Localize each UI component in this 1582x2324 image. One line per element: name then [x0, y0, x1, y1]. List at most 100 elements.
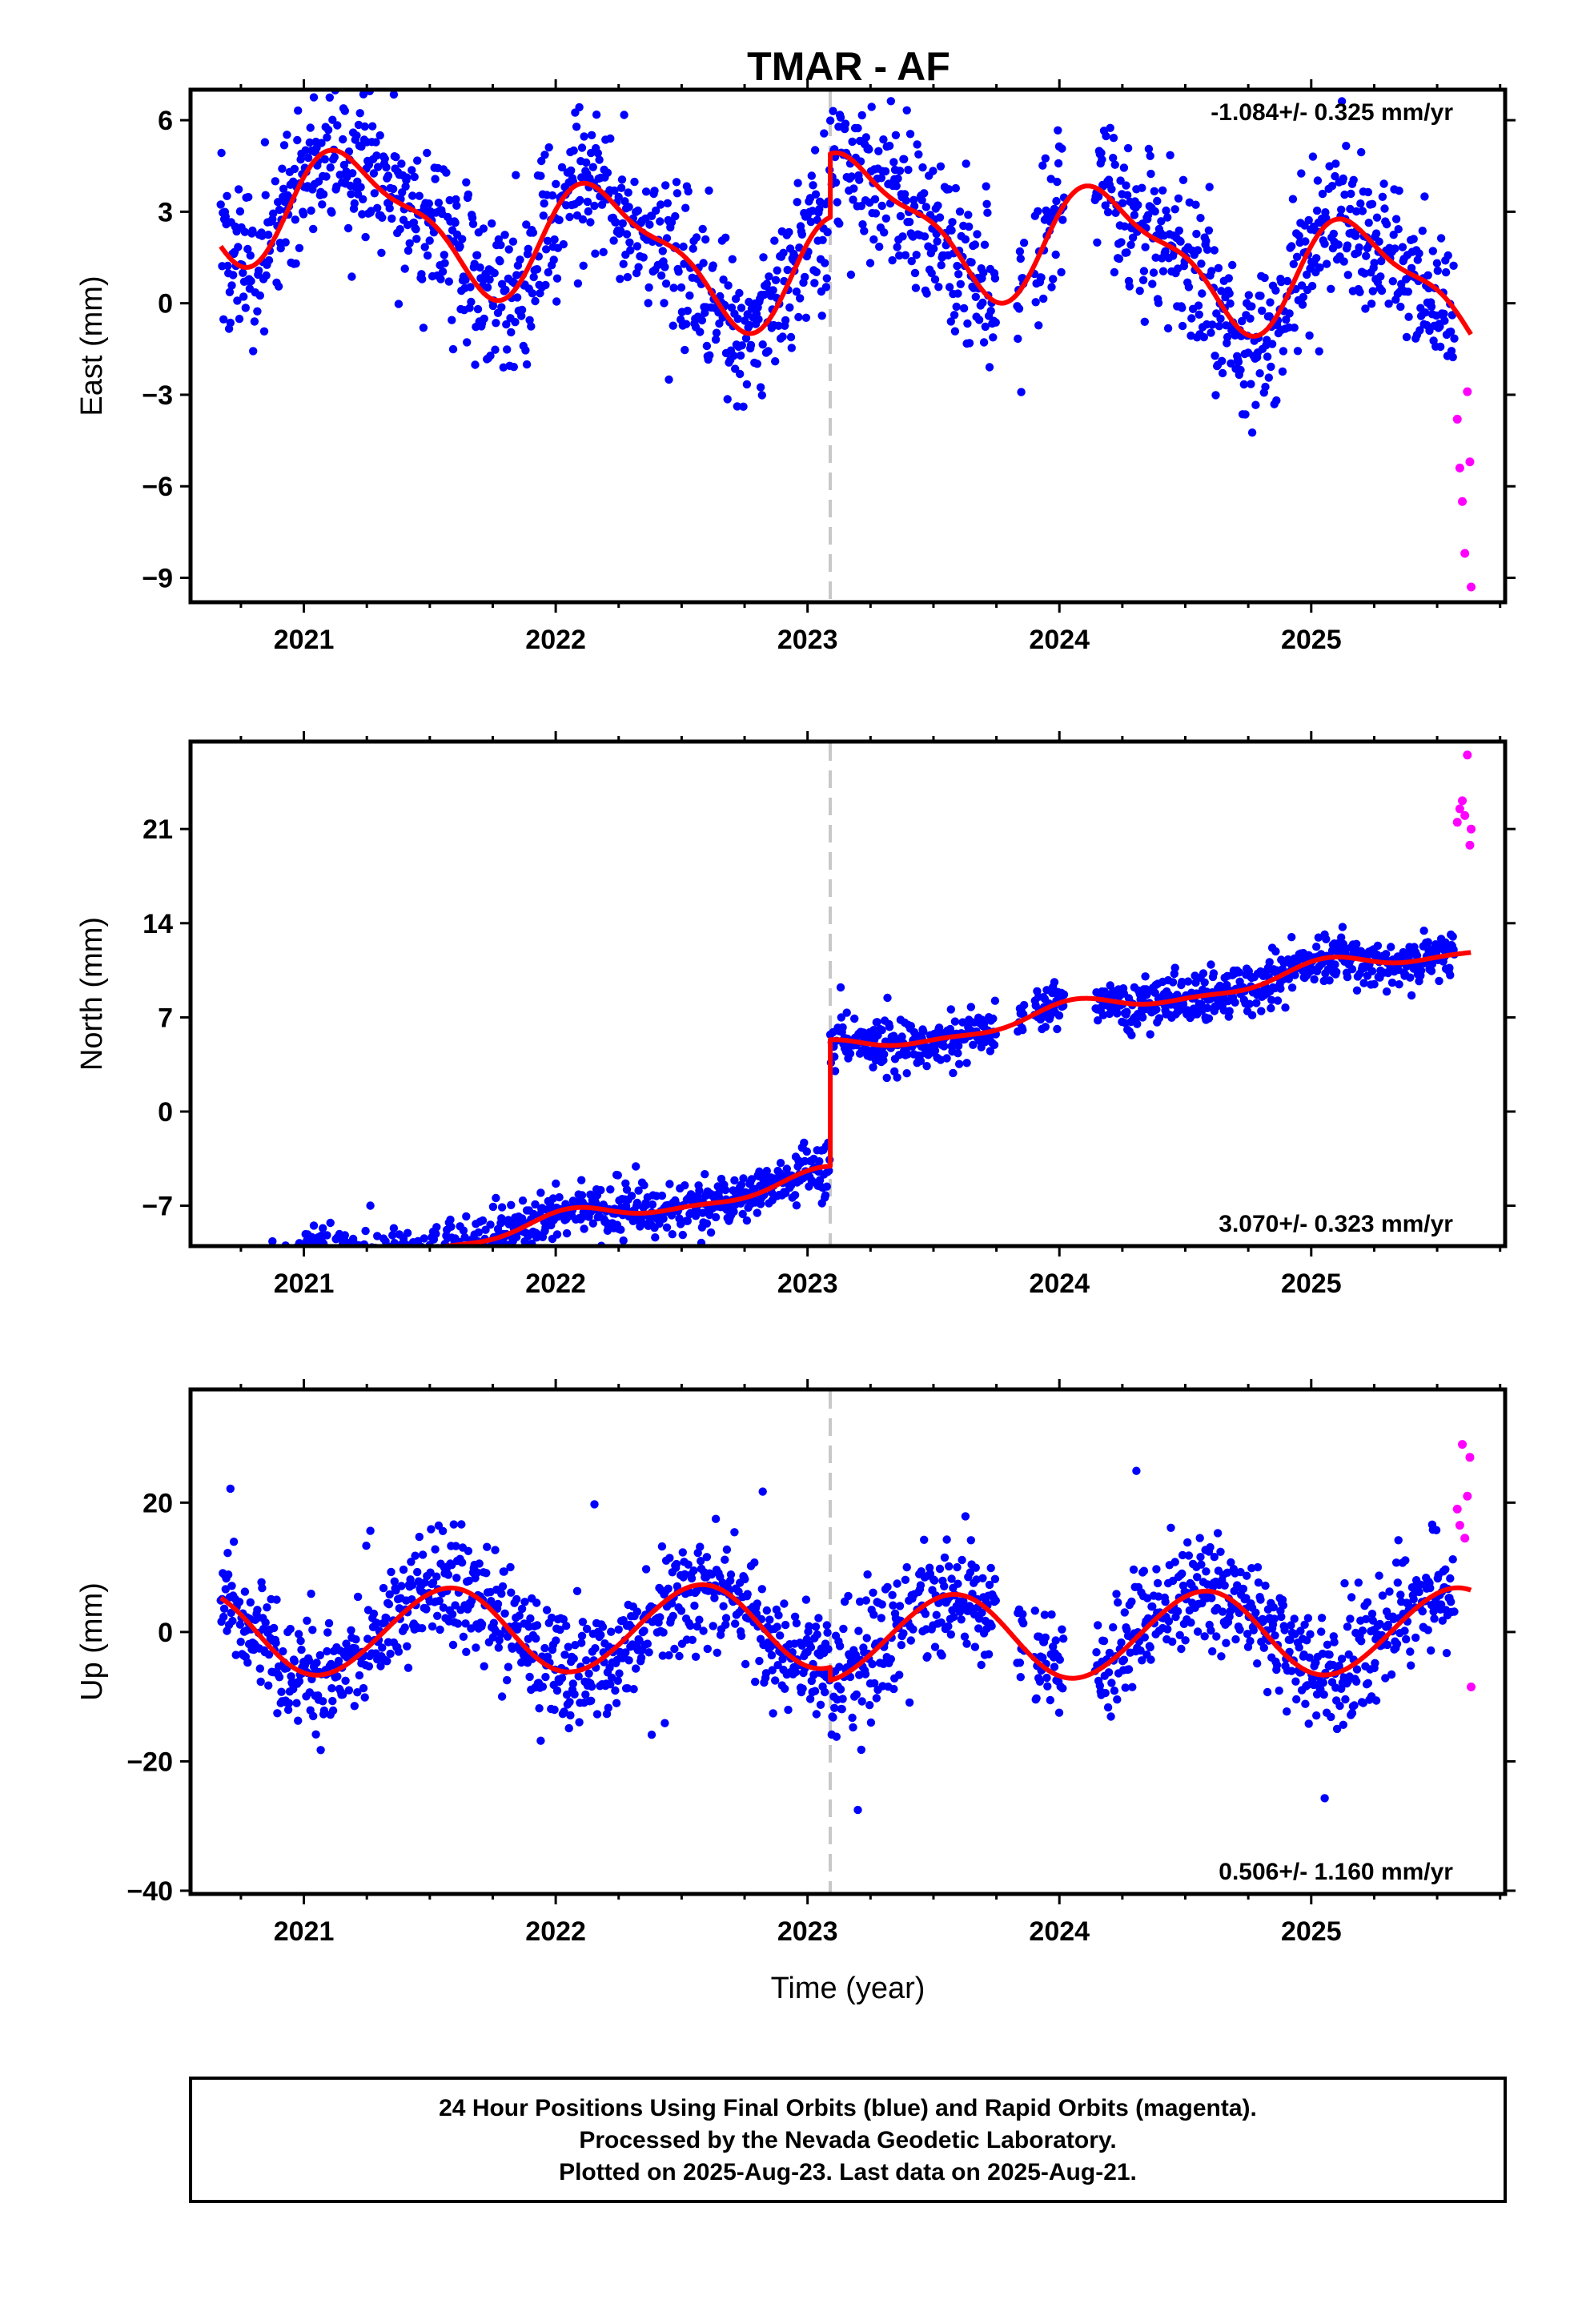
final-orbit-point: [1093, 238, 1102, 247]
final-orbit-point: [491, 345, 500, 354]
final-orbit-point: [507, 1200, 516, 1210]
final-orbit-point: [334, 78, 342, 86]
final-orbit-point: [361, 232, 370, 242]
final-orbit-point: [372, 1618, 381, 1627]
final-orbit-point: [790, 1612, 800, 1622]
final-orbit-point: [1052, 196, 1061, 206]
final-orbit-point: [950, 1612, 958, 1622]
final-orbit-point: [902, 1069, 911, 1078]
final-orbit-point: [691, 1212, 701, 1220]
final-orbit-point: [552, 1230, 562, 1239]
final-orbit-point: [613, 1676, 622, 1685]
final-orbit-point: [1331, 159, 1340, 168]
final-orbit-point: [1387, 978, 1397, 987]
final-orbit-point: [569, 146, 578, 155]
final-orbit-point: [403, 1642, 412, 1651]
final-orbit-point: [933, 237, 942, 246]
final-orbit-point: [1135, 287, 1144, 296]
final-orbit-point: [677, 283, 686, 292]
final-orbit-point: [900, 190, 909, 199]
final-orbit-point: [684, 187, 693, 196]
final-orbit-point: [335, 1255, 343, 1263]
final-orbit-point: [391, 1586, 400, 1595]
final-orbit-point: [1040, 1610, 1050, 1619]
final-orbit-point: [258, 1583, 267, 1593]
final-orbit-point: [1415, 1587, 1423, 1597]
final-orbit-point: [771, 357, 780, 366]
final-orbit-point: [868, 1659, 877, 1669]
final-orbit-point: [632, 1198, 642, 1208]
final-orbit-point: [1123, 191, 1132, 199]
final-orbit-point: [917, 195, 926, 205]
final-orbit-point: [1427, 1646, 1435, 1655]
final-orbit-point: [339, 135, 347, 144]
final-orbit-point: [1249, 1626, 1259, 1634]
final-orbit-point: [306, 123, 315, 132]
final-orbit-point: [352, 131, 361, 140]
velocity-label: -1.084+/- 0.325 mm/yr: [1211, 99, 1453, 126]
final-orbit-point: [466, 283, 475, 292]
final-orbit-point: [444, 277, 453, 286]
final-orbit-point: [1202, 236, 1211, 246]
final-orbit-point: [584, 207, 592, 216]
final-orbit-point: [771, 1676, 780, 1685]
final-orbit-point: [373, 163, 383, 171]
final-orbit-point: [1210, 246, 1219, 255]
final-orbit-point: [1226, 299, 1235, 308]
final-orbit-point: [404, 1663, 413, 1672]
final-orbit-point: [1097, 148, 1106, 158]
final-orbit-point: [1243, 1571, 1251, 1580]
final-orbit-point: [1094, 1016, 1102, 1025]
final-orbit-point: [802, 1147, 811, 1156]
final-orbit-point: [1370, 979, 1379, 989]
final-orbit-point: [264, 231, 273, 239]
final-orbit-point: [1392, 1639, 1402, 1648]
final-orbit-point: [1450, 334, 1459, 343]
final-orbit-point: [552, 297, 561, 306]
final-orbit-point: [1197, 1560, 1206, 1569]
final-orbit-point: [253, 1267, 261, 1275]
final-orbit-point: [870, 1679, 879, 1688]
final-orbit-point: [1288, 195, 1298, 203]
final-orbit-point: [930, 1642, 940, 1651]
final-orbit-point: [1030, 1606, 1040, 1615]
final-orbit-point: [793, 179, 802, 187]
final-orbit-point: [252, 1281, 260, 1289]
final-orbit-point: [753, 1208, 761, 1217]
final-orbit-point: [417, 1261, 425, 1269]
final-orbit-point: [1032, 1694, 1041, 1703]
final-orbit-point: [394, 1251, 402, 1259]
final-orbit-point: [792, 287, 801, 296]
final-orbit-point: [536, 1736, 545, 1745]
final-orbit-point: [507, 1588, 516, 1597]
rapid-orbit-point: [1467, 824, 1476, 834]
final-orbit-point: [665, 1180, 674, 1188]
final-orbit-point: [580, 1224, 588, 1233]
final-orbit-point: [679, 242, 688, 251]
final-orbit-point: [232, 1281, 240, 1289]
final-orbit-point: [328, 115, 337, 124]
final-orbit-point: [278, 164, 287, 173]
final-orbit-point: [895, 167, 905, 175]
final-orbit-point: [891, 131, 901, 139]
final-orbit-point: [1271, 286, 1280, 295]
final-orbit-point: [1447, 1598, 1456, 1606]
final-orbit-point: [1164, 1617, 1174, 1626]
final-orbit-point: [255, 291, 264, 300]
final-orbit-point: [822, 1182, 832, 1191]
final-orbit-point: [1234, 357, 1243, 367]
final-orbit-point: [220, 1280, 228, 1288]
final-orbit-point: [1225, 289, 1234, 298]
final-orbit-point: [475, 1559, 484, 1568]
final-orbit-point: [1122, 248, 1131, 257]
final-orbit-point: [511, 318, 520, 327]
final-orbit-point: [1368, 287, 1378, 296]
final-orbit-point: [240, 1277, 248, 1285]
final-orbit-point: [401, 1247, 409, 1255]
final-orbit-point: [664, 1584, 673, 1594]
final-orbit-point: [1346, 1614, 1355, 1623]
final-orbit-point: [448, 316, 456, 324]
final-orbit-point: [567, 166, 576, 175]
final-orbit-point: [786, 332, 796, 342]
final-orbit-point: [1016, 1673, 1026, 1682]
